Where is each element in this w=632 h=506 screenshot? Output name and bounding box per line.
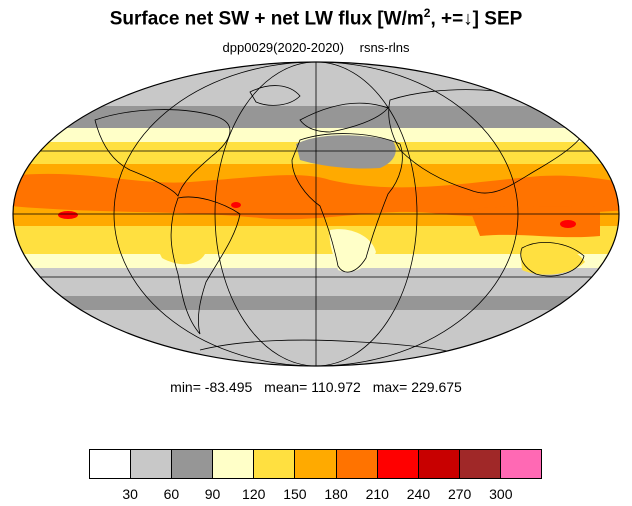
colorbar-box [90,450,132,478]
colorbar-tick-label: 180 [324,486,348,502]
colorbar-box [336,450,378,478]
colorbar-tick-label: 60 [163,486,180,502]
colorbar-box [377,450,419,478]
subtitle-variable: rsns-rlns [359,40,410,55]
antarctica-coast [199,339,471,357]
greenland-coast [249,85,301,106]
red-patch-pacific [58,211,78,219]
south-america-region [150,232,206,265]
colorbar-box [131,450,173,478]
map-subtitle: dpp0029(2020-2020) rsns-rlns [0,40,632,55]
colorbar-tick-label: 120 [242,486,266,502]
colorbar-box [418,450,460,478]
colorbar-box [254,450,296,478]
tropical-high-band [13,173,619,220]
colorbar-tick-label: 150 [283,486,307,502]
australia-coast [520,242,585,277]
stat-max: max= 229.675 [372,379,462,395]
colorbar-tick-label: 300 [489,486,513,502]
colorbar-tick-label: 240 [406,486,431,502]
colorbar-box [500,450,542,478]
africa-coast [291,133,403,273]
colorbar-tick-label: 90 [204,486,221,502]
southern-africa-pale [329,229,376,272]
colorbar-labels: 30 60 90 120 150 180 210 240 270 300 [89,486,542,504]
colorbar-box [295,450,337,478]
stat-mean: mean= 110.972 [264,379,361,395]
colorbar-tick-label: 270 [447,486,472,502]
subtitle-run: dpp0029(2020-2020) [222,40,344,55]
colorbar-tick-label: 210 [365,486,389,502]
australia-region [520,244,585,275]
graticule [13,62,619,366]
colorbar [89,449,542,479]
globe-outline [12,61,620,367]
red-patch-west-pacific [560,220,576,228]
maritime-continent-high [470,206,600,238]
colorbar-tick-label: 30 [122,486,138,502]
colorbar-box [213,450,255,478]
sahara-low [296,135,396,169]
colorbar-box [459,450,501,478]
europe-coast [299,102,389,133]
red-patch-atlantic [231,202,241,208]
map-title: Surface net SW + net LW flux [W/m2, +=↓]… [109,6,523,30]
north-america-coast [94,109,231,197]
field-statistics: min= -83.495 mean= 110.972 max= 229.675 [0,379,632,395]
stat-min: min= -83.495 [170,379,253,395]
colorbar-box [172,450,214,478]
south-america-coast [170,196,241,335]
